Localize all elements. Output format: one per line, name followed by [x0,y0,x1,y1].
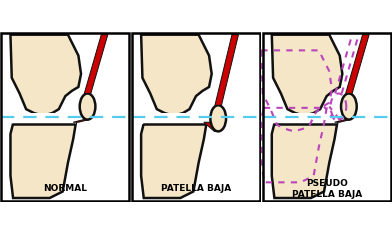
Polygon shape [73,120,89,122]
Bar [142,113,207,124]
Polygon shape [272,124,337,198]
Text: PSEUDO
PATELLA BAJA: PSEUDO PATELLA BAJA [292,179,362,199]
Polygon shape [204,122,220,131]
Polygon shape [334,120,350,122]
Polygon shape [141,35,212,116]
Text: PATELLA BAJA: PATELLA BAJA [161,184,231,193]
Polygon shape [141,124,207,198]
Bar [12,113,76,124]
Ellipse shape [80,93,95,120]
Ellipse shape [341,93,357,120]
Polygon shape [11,124,76,198]
Ellipse shape [211,105,226,131]
Polygon shape [84,35,108,93]
Text: NORMAL: NORMAL [44,184,87,193]
Bar [273,113,337,124]
Polygon shape [215,35,238,105]
Polygon shape [272,35,342,116]
Polygon shape [346,35,369,93]
Polygon shape [11,35,81,116]
